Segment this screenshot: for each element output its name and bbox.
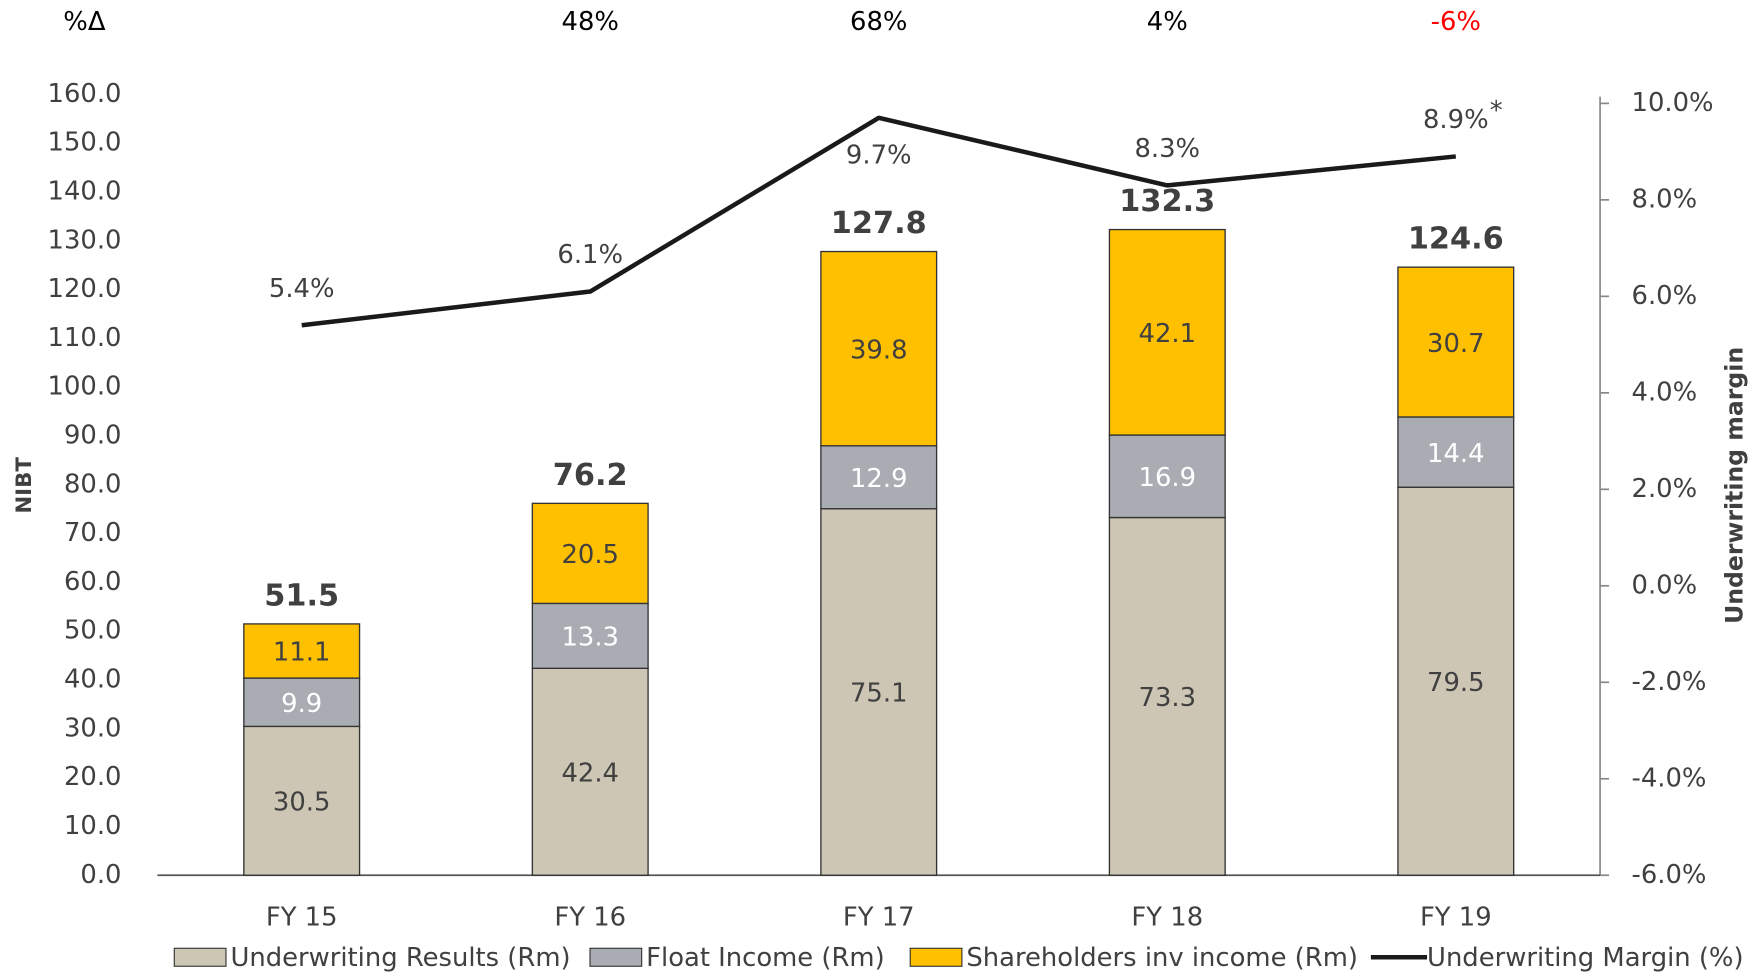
bar-segment [820,508,938,876]
legend-label: Float Income (Rm) [646,943,885,973]
y-tick-label: 0.0 [80,860,121,890]
y-tick-label: 40.0 [64,665,122,695]
bar-value-label: 30.7 [1427,329,1485,359]
bar-value-label: 79.5 [1427,668,1485,698]
y2-tick-label: 4.0% [1632,377,1698,407]
legend-label: Shareholders inv income (Rm) [966,943,1358,973]
bar-value-label: 42.4 [561,759,619,789]
y-tick-label: 90.0 [64,421,122,451]
line-value-label: 5.4% [269,274,335,304]
legend-swatch [589,947,643,967]
bar-value-label: 12.9 [850,464,908,494]
y-tick-label: 130.0 [48,225,122,255]
bar-segment [1108,228,1226,436]
change-title: %Δ [63,7,106,37]
bar-segment [1108,516,1226,876]
bar-segment [820,250,938,447]
y-tick-label: 120.0 [48,274,122,304]
bar-segment [1108,434,1226,519]
x-tick-label: FY 18 [1131,902,1203,932]
change-label: 4% [1147,7,1188,37]
legend-label: Underwriting Results (Rm) [230,943,570,973]
y-tick-label: 150.0 [48,128,122,158]
bar-segment [531,602,649,669]
bar-value-label: 16.9 [1139,463,1197,493]
change-label: 48% [562,7,619,37]
change-label: -6% [1431,7,1481,37]
y-tick-label: 80.0 [64,469,122,499]
y-tick-label: 160.0 [48,79,122,109]
line [301,115,1457,328]
y-tick-label: 10.0 [64,811,122,841]
bar-value-label: 13.3 [561,623,619,653]
line-value-label: 8.9% [1423,105,1489,135]
x-tick-label: FY 17 [843,902,915,932]
line-value-label: 9.7% [846,141,912,171]
y2-tick-label: 6.0% [1632,281,1698,311]
y-tick-label: 100.0 [48,372,122,402]
note-marker: * [1490,96,1503,126]
bar-segment [1397,416,1515,488]
legend-label: Underwriting Margin (%) [1427,943,1744,973]
y2-tick-label: 10.0% [1632,88,1714,118]
bar-segment [1397,486,1515,876]
total-label: 132.3 [1119,184,1215,219]
bar-segment [820,445,938,510]
total-label: 124.6 [1408,222,1504,257]
bar-value-label: 30.5 [273,788,331,818]
change-label: 68% [850,7,907,37]
bar-segment [243,623,361,679]
y2-tick-label: 2.0% [1632,474,1698,504]
y-tick-label: 50.0 [64,616,122,646]
bar-segment [243,677,361,728]
y-tick-label: 60.0 [64,567,122,597]
y-tick-label: 140.0 [48,176,122,206]
y-tick-label: 70.0 [64,518,122,548]
line-value-label: 6.1% [557,240,623,270]
y-tick-label: 30.0 [64,713,122,743]
bar-value-label: 39.8 [850,335,908,365]
bar-segment [531,502,649,605]
bar-value-label: 14.4 [1427,439,1485,469]
legend-swatch [173,947,227,967]
x-tick-label: FY 15 [266,902,338,932]
y2-tick-label: 8.0% [1632,184,1698,214]
bar-segment [243,725,361,876]
bar-segment [1397,266,1515,418]
bar-value-label: 75.1 [850,679,908,709]
y-tick-label: 110.0 [48,323,122,353]
total-label: 76.2 [553,458,628,493]
x-tick-label: FY 19 [1420,902,1492,932]
bar-value-label: 73.3 [1139,683,1197,713]
total-label: 127.8 [831,206,927,241]
legend-swatch [909,947,963,967]
bar-value-label: 9.9 [281,689,322,719]
bar-value-label: 20.5 [561,540,619,570]
y2-tick-label: 0.0% [1632,570,1698,600]
y2-axis-title: Underwriting margin [1721,347,1749,624]
line-value-label: 8.3% [1134,134,1200,164]
y2-tick-label: -6.0% [1632,860,1707,890]
y2-tick-label: -4.0% [1632,763,1707,793]
y-tick-label: 20.0 [64,762,122,792]
y2-tick-label: -2.0% [1632,667,1707,697]
x-tick-label: FY 16 [554,902,626,932]
y-axis-title: NIBT [12,457,37,514]
bar-value-label: 11.1 [273,638,331,668]
bar-value-label: 42.1 [1139,319,1197,349]
total-label: 51.5 [264,578,339,613]
